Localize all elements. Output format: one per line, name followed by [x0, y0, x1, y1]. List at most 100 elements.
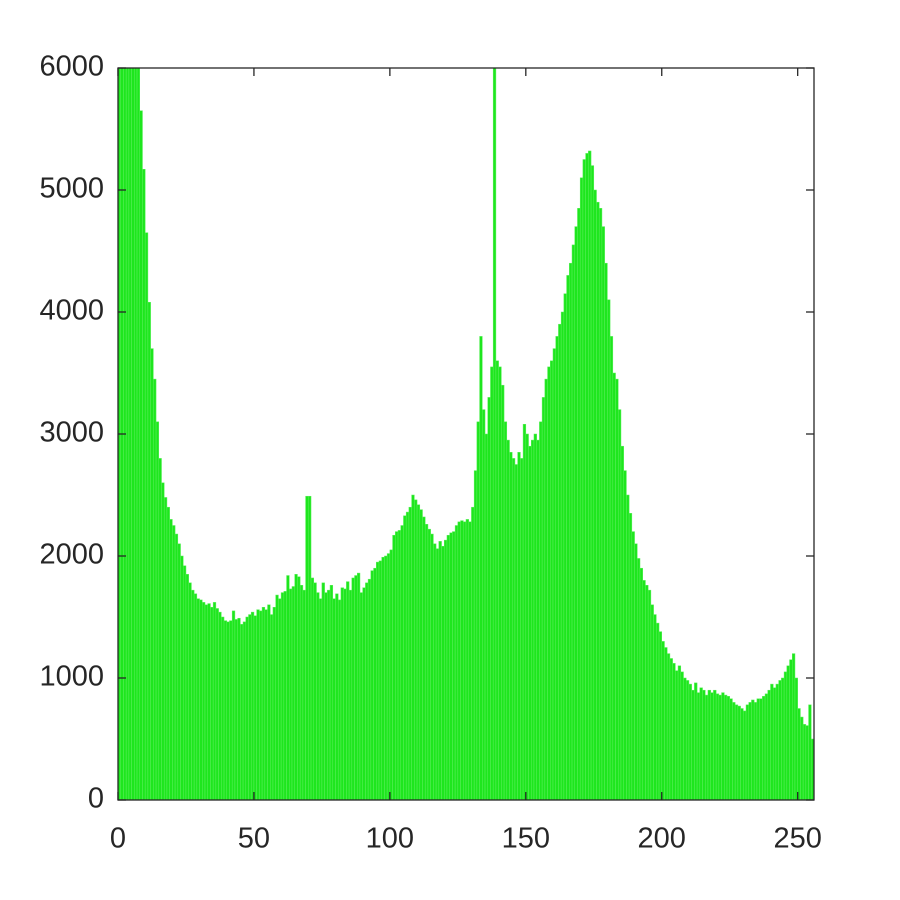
- bar: [781, 677, 785, 800]
- bar: [694, 682, 698, 800]
- bar: [468, 521, 472, 800]
- bar: [811, 738, 814, 800]
- bar: [482, 409, 486, 800]
- bar: [188, 582, 192, 800]
- bar: [541, 397, 546, 800]
- x-tick-label: 100: [366, 823, 414, 855]
- bar: [501, 384, 505, 800]
- bar: [653, 614, 657, 800]
- bar: [389, 549, 393, 800]
- bar: [628, 513, 633, 800]
- bar: [332, 598, 336, 800]
- bar: [745, 704, 749, 800]
- bar: [438, 541, 442, 800]
- bar: [204, 604, 208, 800]
- bar: [454, 525, 459, 800]
- bar: [522, 423, 527, 800]
- bar: [427, 528, 431, 800]
- bar: [240, 624, 244, 800]
- bar: [696, 692, 701, 800]
- bar: [444, 539, 448, 800]
- bar: [729, 698, 733, 800]
- bar: [449, 532, 453, 800]
- bar: [737, 705, 741, 800]
- bar: [753, 702, 758, 800]
- bar: [150, 348, 154, 800]
- bar: [517, 452, 521, 800]
- bar: [272, 606, 276, 800]
- bar: [598, 208, 603, 800]
- bar: [229, 620, 233, 800]
- bar: [574, 226, 578, 800]
- bar: [609, 336, 614, 800]
- bar: [408, 506, 412, 800]
- bar: [207, 603, 211, 800]
- bar: [221, 616, 225, 800]
- y-tick-label: 1000: [39, 661, 104, 693]
- bar: [267, 604, 271, 800]
- bar: [675, 670, 679, 800]
- bar: [490, 366, 494, 800]
- bar: [762, 696, 766, 800]
- bar: [797, 708, 801, 800]
- bar: [177, 543, 181, 800]
- y-tick-label: 5000: [39, 173, 104, 205]
- bar: [430, 533, 434, 800]
- bar: [479, 336, 483, 800]
- bar: [520, 458, 524, 800]
- bar: [134, 68, 138, 800]
- bar: [291, 586, 295, 800]
- bar: [743, 710, 747, 800]
- bar: [256, 609, 260, 800]
- bar: [367, 578, 372, 800]
- bar: [577, 208, 581, 800]
- bar: [539, 421, 543, 800]
- bar: [677, 665, 682, 800]
- bar: [645, 585, 649, 800]
- bar: [172, 525, 176, 800]
- bar: [286, 575, 290, 800]
- bar: [528, 445, 532, 800]
- y-tick-label: 3000: [39, 417, 104, 449]
- bar: [732, 702, 736, 800]
- y-tick-label: 4000: [39, 295, 104, 327]
- bar: [770, 683, 774, 800]
- bar: [321, 582, 325, 800]
- bar: [484, 433, 488, 800]
- bar: [764, 693, 769, 800]
- bar: [327, 589, 331, 800]
- bar: [588, 150, 592, 800]
- bar: [405, 511, 410, 800]
- bar: [337, 599, 342, 800]
- bar: [506, 439, 510, 800]
- bar: [555, 336, 559, 800]
- bar: [786, 665, 790, 800]
- bar: [805, 725, 809, 800]
- bar: [128, 68, 132, 800]
- x-tick-label: 150: [502, 823, 550, 855]
- bar: [166, 506, 170, 800]
- bar: [191, 589, 195, 800]
- bar: [767, 689, 771, 800]
- bar: [582, 159, 586, 800]
- y-tick-label: 0: [88, 783, 104, 815]
- bar: [775, 683, 779, 800]
- bar: [384, 555, 388, 800]
- bar: [650, 604, 654, 800]
- bar: [726, 696, 730, 800]
- bar: [270, 614, 274, 800]
- bar: [180, 555, 184, 800]
- bar: [607, 299, 611, 800]
- bar: [623, 470, 627, 800]
- bar: [131, 68, 135, 800]
- bar: [185, 574, 189, 800]
- bar: [199, 599, 203, 800]
- bar: [193, 593, 198, 800]
- bar: [452, 531, 456, 800]
- bar: [511, 458, 516, 800]
- bar: [302, 589, 306, 800]
- bar: [294, 574, 298, 800]
- bar: [536, 439, 540, 800]
- bar: [441, 545, 445, 800]
